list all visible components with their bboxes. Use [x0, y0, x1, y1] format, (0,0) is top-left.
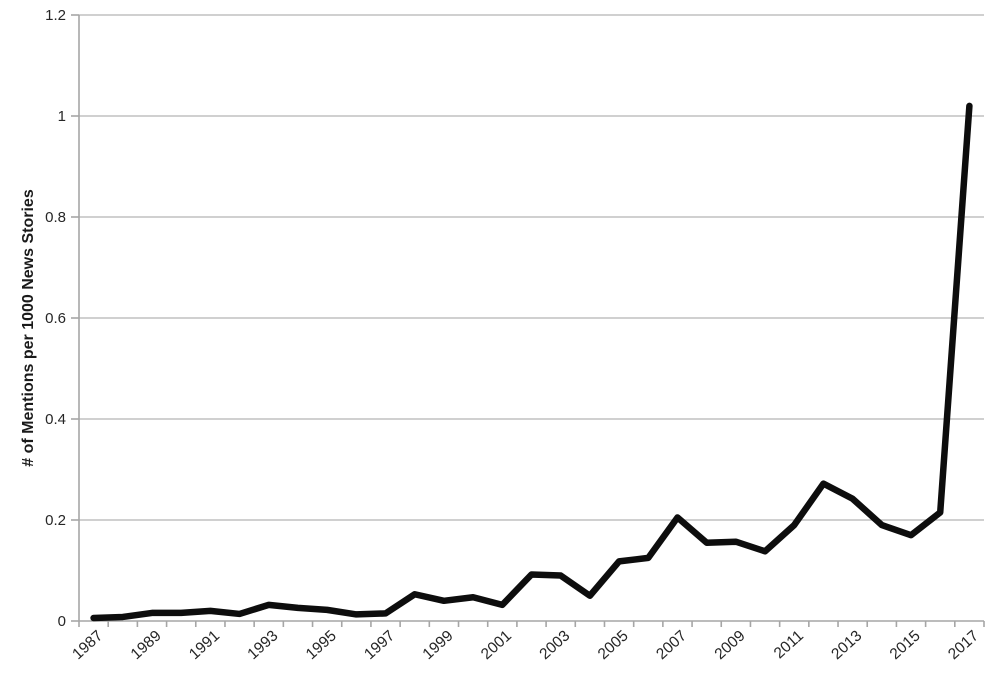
- x-tick-label: 1997: [361, 627, 398, 663]
- y-tick-label: 0: [58, 613, 66, 630]
- x-tick-label: 1999: [420, 627, 457, 663]
- tick-layer: [71, 14, 985, 627]
- x-tick-label: 2013: [828, 627, 865, 663]
- x-tick-label: 1989: [128, 627, 165, 663]
- x-tick-label: 1987: [69, 627, 106, 663]
- y-tick-label: 0.6: [45, 310, 66, 327]
- x-tick-label: 1991: [186, 627, 223, 663]
- label-layer: 0 0.2 0.4 0.6 0.8 1 1.2 1987 1989 1991 1993 1995 199…: [45, 7, 982, 663]
- x-tick-label: 1993: [244, 627, 281, 663]
- y-tick-label: 0.2: [45, 512, 66, 529]
- y-axis-title: # of Mentions per 1000 News Stories: [20, 189, 37, 467]
- x-tick-label: 2017: [945, 627, 982, 663]
- x-tick-label: 2003: [536, 627, 573, 663]
- y-tick-label: 1: [58, 108, 66, 125]
- x-tick-label: 1995: [303, 627, 340, 663]
- series-layer: [90, 102, 973, 622]
- grid-layer: [79, 14, 984, 521]
- y-tick-label: 1.2: [45, 7, 66, 24]
- x-tick-label: 2007: [653, 627, 690, 663]
- x-tick-label: 2009: [712, 627, 749, 663]
- x-tick-label: 2005: [595, 627, 632, 663]
- mentions-series-line: [90, 102, 973, 622]
- x-tick-label: 2001: [478, 627, 515, 663]
- x-tick-label: 2015: [887, 627, 924, 663]
- y-tick-label: 0.4: [45, 411, 66, 428]
- x-tick-label: 2011: [771, 627, 807, 662]
- y-tick-label: 0.8: [45, 209, 66, 226]
